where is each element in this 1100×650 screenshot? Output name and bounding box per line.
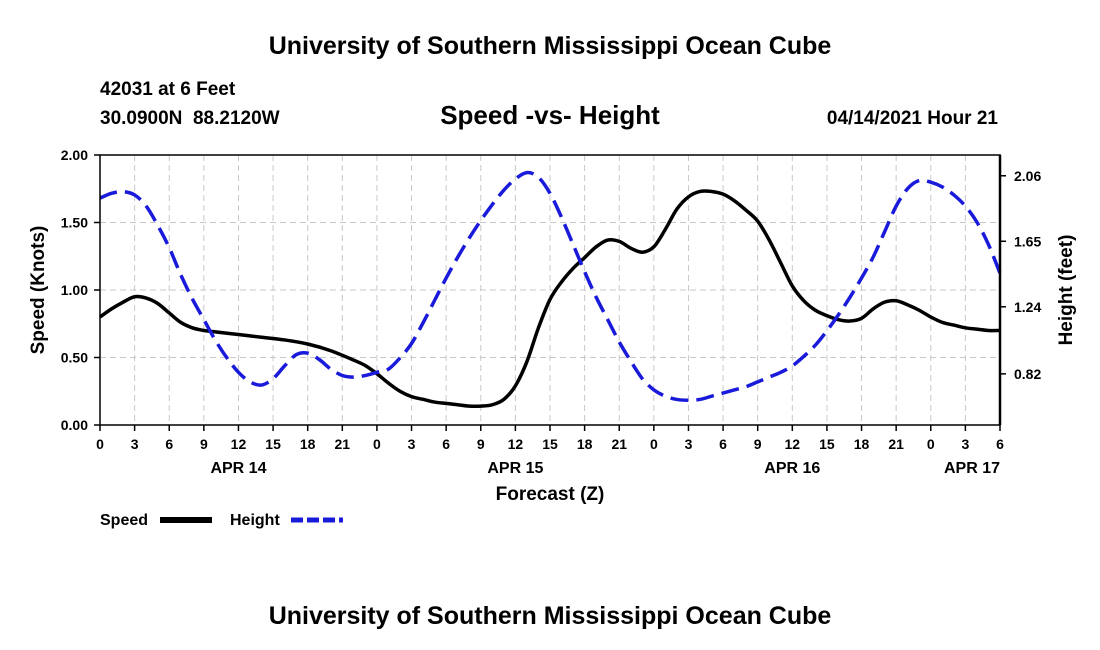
footer-title: University of Southern Mississippi Ocean… bbox=[269, 602, 832, 630]
right-y-tick-label: 0.82 bbox=[1014, 366, 1041, 382]
x-tick-label: 15 bbox=[542, 436, 558, 452]
x-tick-label: 0 bbox=[373, 436, 381, 452]
legend-height-label: Height bbox=[230, 512, 280, 529]
x-tick-label: 0 bbox=[96, 436, 104, 452]
station-line: 42031 at 6 Feet bbox=[100, 79, 236, 100]
x-tick-label: 21 bbox=[335, 436, 351, 452]
date-label: APR 14 bbox=[210, 460, 266, 477]
x-tick-label: 15 bbox=[265, 436, 281, 452]
date-label: APR 15 bbox=[487, 460, 543, 477]
right-y-axis-label: Height (feet) bbox=[1056, 235, 1077, 346]
right-y-tick-label: 1.24 bbox=[1014, 299, 1041, 315]
axis-ticks bbox=[94, 154, 1006, 431]
x-tick-label: 18 bbox=[300, 436, 316, 452]
left-y-tick-label: 1.50 bbox=[61, 215, 88, 231]
left-y-tick-label: 2.00 bbox=[61, 147, 88, 163]
x-tick-label: 21 bbox=[611, 436, 627, 452]
x-tick-label: 18 bbox=[854, 436, 870, 452]
x-tick-label: 6 bbox=[442, 436, 450, 452]
series-layer bbox=[98, 170, 1002, 409]
date-label: APR 16 bbox=[764, 460, 820, 477]
coords-line: 30.0900N 88.2120W bbox=[100, 108, 280, 129]
x-tick-labels: 0 3 6 9 12 15 18 21 0 3 6 9 12 15 18 21 0 3 6 9 12 15 18 21 0 3 6 bbox=[96, 436, 1004, 452]
x-tick-label: 3 bbox=[131, 436, 139, 452]
x-tick-label: 18 bbox=[577, 436, 593, 452]
date-labels: APR 14 APR 15 APR 16 APR 17 bbox=[210, 460, 1000, 477]
x-axis-label: Forecast (Z) bbox=[496, 484, 605, 505]
x-tick-label: 12 bbox=[785, 436, 801, 452]
x-tick-label: 9 bbox=[754, 436, 762, 452]
series-line-height bbox=[99, 170, 1002, 402]
left-y-tick-label: 1.00 bbox=[61, 282, 88, 298]
legend: Speed Height bbox=[100, 512, 343, 529]
x-tick-label: 0 bbox=[927, 436, 935, 452]
legend-speed-label: Speed bbox=[100, 512, 148, 529]
left-y-tick-label: 0.50 bbox=[61, 350, 88, 366]
x-tick-label: 15 bbox=[819, 436, 835, 452]
x-tick-label: 3 bbox=[685, 436, 693, 452]
x-tick-label: 6 bbox=[996, 436, 1004, 452]
left-y-axis-label: Speed (Knots) bbox=[28, 226, 49, 355]
chart-subtitle: Speed -vs- Height bbox=[440, 100, 660, 130]
x-tick-label: 0 bbox=[650, 436, 658, 452]
series-line-speed bbox=[98, 189, 1001, 409]
right-y-tick-labels: 0.82 1.24 1.65 2.06 bbox=[1014, 168, 1041, 382]
x-tick-label: 6 bbox=[165, 436, 173, 452]
left-y-tick-labels: 0.00 0.50 1.00 1.50 2.00 bbox=[61, 147, 88, 433]
date-label: APR 17 bbox=[944, 460, 1000, 477]
left-y-tick-label: 0.00 bbox=[61, 417, 88, 433]
x-tick-label: 9 bbox=[477, 436, 485, 452]
x-tick-label: 6 bbox=[719, 436, 727, 452]
x-tick-label: 9 bbox=[200, 436, 208, 452]
right-y-tick-label: 2.06 bbox=[1014, 168, 1041, 184]
right-y-tick-label: 1.65 bbox=[1014, 233, 1041, 249]
x-tick-label: 3 bbox=[408, 436, 416, 452]
x-tick-label: 12 bbox=[508, 436, 524, 452]
grid-lines bbox=[100, 155, 1000, 425]
x-tick-label: 3 bbox=[961, 436, 969, 452]
x-tick-label: 21 bbox=[888, 436, 904, 452]
forecast-timestamp: 04/14/2021 Hour 21 bbox=[827, 108, 999, 129]
x-tick-label: 12 bbox=[231, 436, 247, 452]
page-title: University of Southern Mississippi Ocean… bbox=[269, 32, 832, 60]
